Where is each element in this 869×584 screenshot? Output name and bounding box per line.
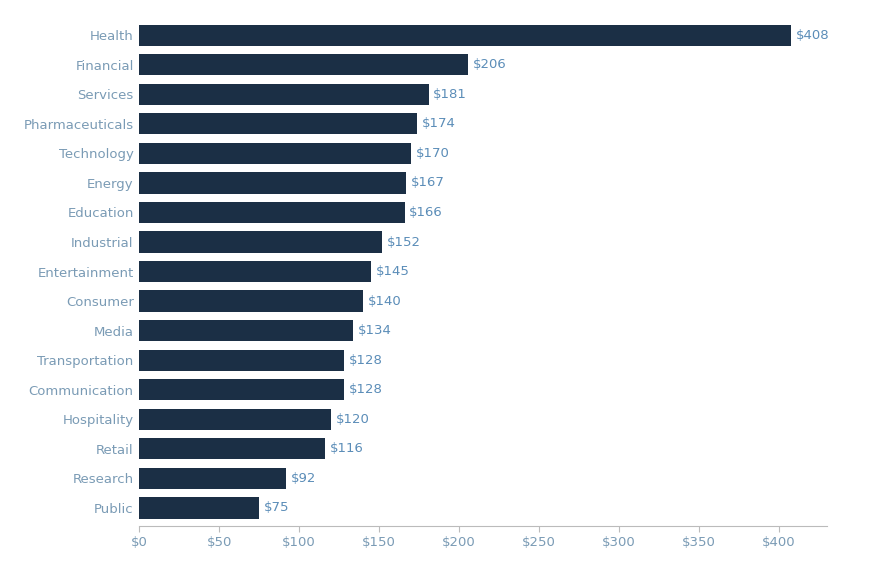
Bar <box>139 84 428 105</box>
Bar <box>139 202 404 223</box>
Text: $408: $408 <box>795 29 829 41</box>
Bar <box>139 261 370 282</box>
Text: $116: $116 <box>329 442 363 456</box>
Text: $128: $128 <box>348 383 382 396</box>
Text: $134: $134 <box>358 324 392 337</box>
Text: $145: $145 <box>375 265 409 278</box>
Text: $92: $92 <box>291 472 316 485</box>
Bar <box>139 350 343 371</box>
Bar <box>139 379 343 401</box>
Text: $206: $206 <box>473 58 507 71</box>
Bar <box>139 497 259 519</box>
Bar <box>139 290 362 312</box>
Text: $152: $152 <box>387 235 421 249</box>
Bar <box>139 438 324 460</box>
Text: $166: $166 <box>408 206 442 219</box>
Bar <box>139 54 468 75</box>
Text: $174: $174 <box>421 117 455 130</box>
Bar <box>139 320 353 341</box>
Bar <box>139 409 330 430</box>
Bar <box>139 113 417 134</box>
Bar <box>139 231 381 253</box>
Bar <box>139 25 791 46</box>
Text: $128: $128 <box>348 354 382 367</box>
Text: $120: $120 <box>335 413 369 426</box>
Bar <box>139 468 286 489</box>
Text: $170: $170 <box>415 147 449 160</box>
Bar <box>139 142 410 164</box>
Text: $140: $140 <box>368 294 401 308</box>
Bar <box>139 172 406 193</box>
Text: $75: $75 <box>263 502 289 515</box>
Text: $167: $167 <box>410 176 444 189</box>
Text: $181: $181 <box>433 88 467 101</box>
